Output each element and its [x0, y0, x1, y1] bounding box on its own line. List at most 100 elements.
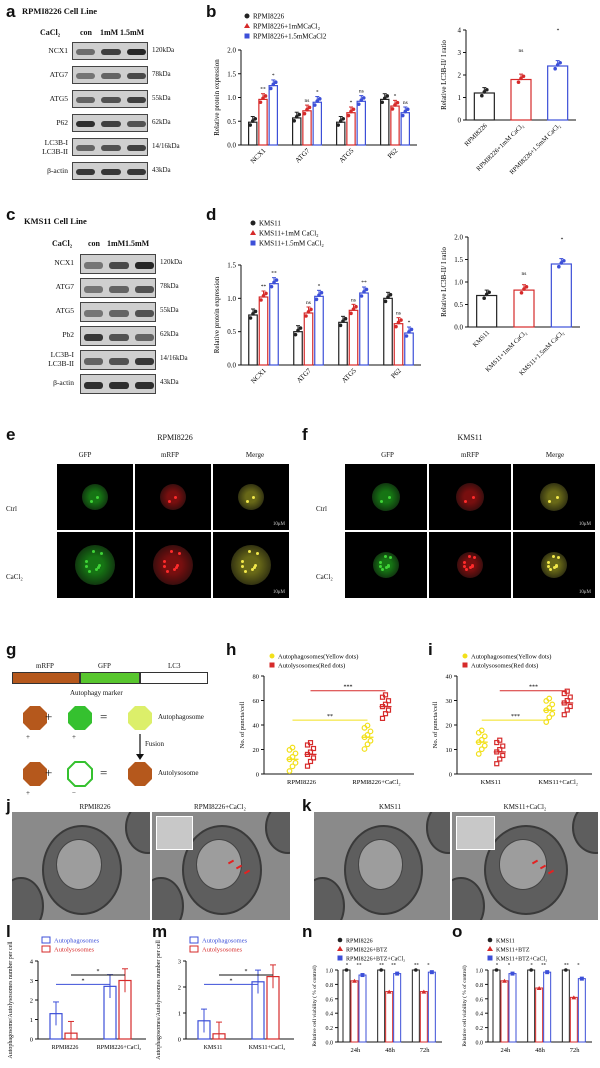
bar [356, 100, 366, 146]
data-point [567, 694, 573, 700]
data-point [319, 290, 324, 295]
y-tick-label: 2.0 [454, 234, 463, 242]
blot-row-label: P62 [56, 118, 68, 127]
y-tick-label: 20 [253, 747, 260, 754]
neighbor-cell [125, 812, 150, 854]
data-point [312, 103, 317, 107]
gfp-octagon [68, 706, 92, 730]
y-tick-label: 2.0 [227, 47, 236, 55]
cell-body [231, 545, 271, 585]
panel-j-label: j [6, 796, 11, 815]
puncta [553, 566, 557, 570]
micrograph [135, 532, 211, 598]
puncta [380, 567, 384, 571]
bar [359, 292, 369, 366]
data-point [351, 107, 356, 112]
y-tick-label: 20 [446, 723, 453, 730]
y-tick-label: 1.0 [227, 295, 236, 303]
legend-label: RPMI8226 [346, 939, 373, 945]
data-point [522, 287, 526, 291]
bar [427, 971, 436, 1043]
chart-b: 0.0 0.5 1.0 1.5 2.0 Relative protein expressi… [213, 13, 417, 165]
data-point [317, 97, 322, 101]
y-tick-label: 80 [253, 674, 260, 681]
legend-label: Autophagosomes [202, 938, 248, 945]
data-point [481, 742, 488, 749]
lane-label: con [80, 28, 92, 37]
puncta [464, 567, 468, 571]
data-point [314, 297, 319, 302]
data-point [549, 701, 556, 708]
data-point [272, 280, 276, 285]
bar [303, 312, 314, 366]
significance: * [350, 100, 353, 106]
data-point [494, 968, 499, 972]
legend-marker [244, 23, 250, 28]
data-point [385, 94, 390, 98]
puncta [172, 567, 176, 571]
y-axis-label: Autophagosomes/Autolysosomes number per … [156, 940, 162, 1060]
bar [358, 974, 367, 1043]
x-tick-label: KMS11+CaCl₂ [538, 779, 578, 786]
data-point [390, 107, 395, 111]
legend-label: KMS11+1.5mM CaCl₂ [259, 240, 324, 248]
puncta [253, 566, 257, 570]
legend-label: KMS11 [259, 220, 281, 228]
data-point [478, 746, 485, 753]
y-tick-label: 1.0 [454, 279, 463, 287]
band-lane [101, 169, 121, 176]
y-tick-label: 1.5 [454, 256, 463, 264]
y-tick-label: 2 [458, 72, 462, 80]
data-point [559, 261, 564, 265]
puncta [97, 563, 101, 567]
band-lane [134, 286, 154, 293]
significance: * [316, 90, 319, 96]
y-tick-label: 1 [178, 1011, 181, 1018]
blot-kda: 78kDa [152, 70, 171, 78]
band-lane [76, 49, 96, 56]
legend-label: KMS11+BTZ+CaCl₂ [496, 957, 547, 963]
puncta [471, 495, 475, 499]
lane-label: con [88, 239, 100, 248]
zoom-inset [156, 816, 193, 851]
x-tick-label: 48h [385, 1047, 396, 1054]
data-point [536, 986, 542, 990]
y-tick-label: 0.6 [476, 997, 484, 1003]
data-point [555, 63, 560, 67]
panel-h-label: h [226, 640, 237, 659]
significance: ns [519, 48, 524, 54]
autophagy-marker-label: Autophagy marker [70, 689, 123, 697]
puncta [89, 499, 93, 503]
legend-label: RPMI8226+BTZ+CaCl₂ [346, 957, 405, 963]
y-tick-label: 0.5 [227, 328, 236, 336]
band-lane [109, 286, 129, 293]
puncta [378, 564, 382, 568]
band-lane [76, 121, 96, 128]
gfp-octagon-empty [67, 761, 93, 787]
chart-l: 0 1 2 3 4 Autophagosome/Autolysosomes number … [8, 936, 146, 1059]
blot-row-label: Pb2 [62, 330, 74, 339]
data-point [395, 971, 400, 976]
blot-kda: 78kDa [160, 282, 179, 290]
bar [510, 78, 532, 121]
band-lane [134, 334, 154, 341]
data-point [293, 332, 298, 337]
legend-label: Autophagosomes(Yellow dots) [278, 654, 358, 661]
puncta [385, 566, 389, 570]
cell-body [456, 483, 484, 511]
significance: ** [261, 284, 267, 290]
band-lane [101, 121, 121, 128]
y-axis-label: Relative cell viability ( % of control) [461, 965, 468, 1046]
significance: * [346, 964, 349, 969]
blot-band [80, 350, 156, 370]
blot-kda: 120kDa [152, 46, 175, 54]
bar [473, 92, 495, 121]
puncta [467, 554, 471, 558]
significance: ** [391, 964, 397, 969]
bar [543, 971, 552, 1043]
scale-bar-label: 10μM [578, 590, 591, 595]
y-axis-label: Autophagosome/Autolysosomes number per c… [8, 941, 14, 1058]
bar [293, 331, 303, 366]
data-point [407, 330, 411, 334]
blot-kda: 55kDa [152, 94, 171, 102]
